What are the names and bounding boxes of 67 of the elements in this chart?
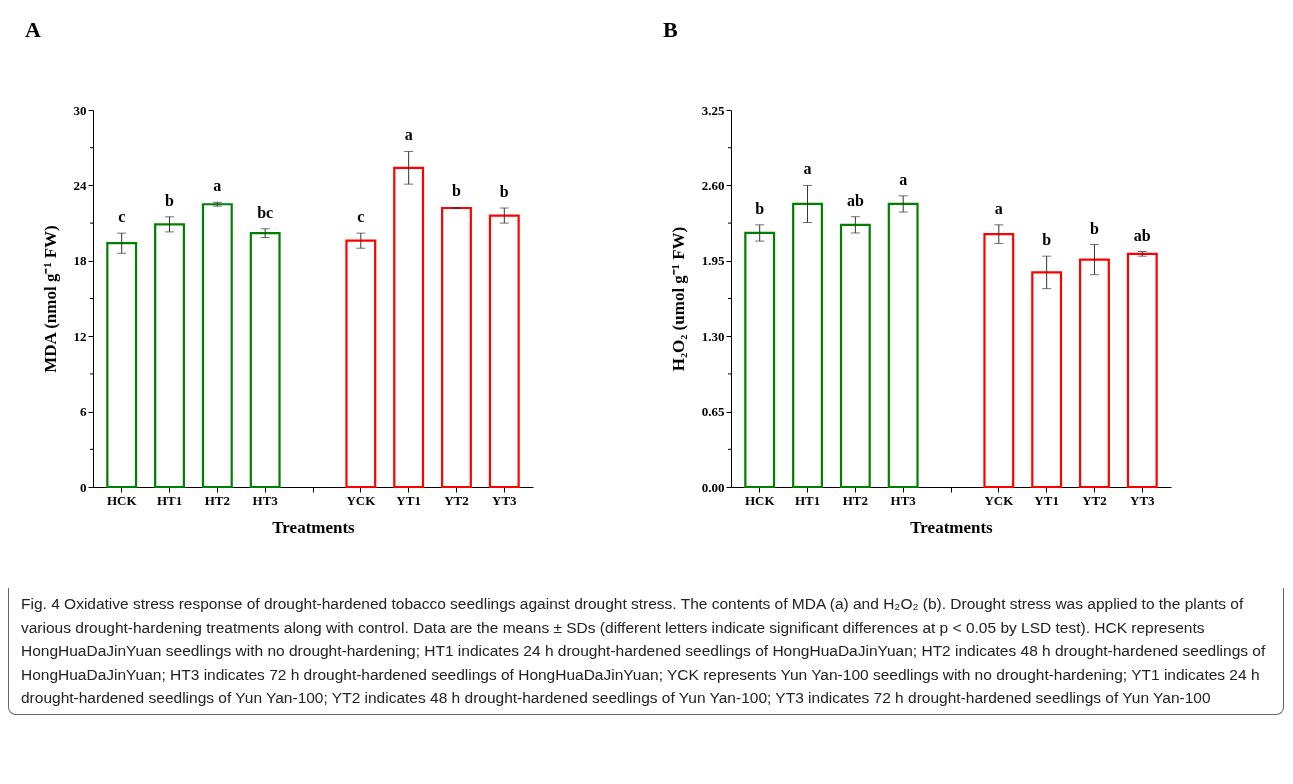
x-axis-title: Treatments xyxy=(272,517,356,537)
annotation: c xyxy=(357,208,365,226)
x-tick-label: HT1 xyxy=(794,492,821,508)
x-tick-label: HT3 xyxy=(252,492,279,508)
annotation: a xyxy=(899,170,908,188)
bar xyxy=(106,242,138,489)
annotation: a xyxy=(213,177,222,195)
x-tick-label: YCK xyxy=(346,492,377,508)
x-tick-label: HCK xyxy=(106,492,138,508)
x-tick-label: YT2 xyxy=(444,492,469,508)
bar xyxy=(744,231,776,489)
x-tick-label: YT2 xyxy=(1082,492,1107,508)
chart-title: B xyxy=(663,17,678,42)
y-tick-label: 0.00 xyxy=(701,479,725,495)
y-axis-title: H₂O₂ (umol g⁻¹ FW) xyxy=(668,226,688,372)
bar xyxy=(1031,271,1063,489)
y-tick-label: 3.25 xyxy=(701,102,725,118)
x-tick-label: YT1 xyxy=(1034,492,1059,508)
annotation: b xyxy=(755,199,765,217)
chart-title: A xyxy=(25,17,41,42)
bar xyxy=(887,202,919,489)
y-tick-label: 1.30 xyxy=(701,328,725,344)
bar xyxy=(249,232,281,489)
y-axis-title: MDA (nmol g⁻¹ FW) xyxy=(40,225,60,373)
x-tick-label: HT2 xyxy=(204,492,230,508)
annotation: b xyxy=(1090,219,1100,237)
y-tick-label: 12 xyxy=(73,328,87,344)
y-tick-label: 30 xyxy=(73,102,87,118)
y-tick-label: 0 xyxy=(80,479,87,495)
annotation: a xyxy=(404,126,413,144)
x-tick-label: HT2 xyxy=(842,492,868,508)
x-tick-label: HT3 xyxy=(890,492,917,508)
bar xyxy=(488,214,520,489)
annotation: a xyxy=(803,160,812,178)
annotation: b xyxy=(499,183,509,201)
y-tick-label: 1.95 xyxy=(701,253,725,269)
bar xyxy=(839,223,871,489)
annotation: b xyxy=(165,191,175,209)
x-tick-label: HCK xyxy=(744,492,776,508)
bar xyxy=(1126,252,1158,489)
annotation: a xyxy=(994,199,1003,217)
y-tick-label: 2.60 xyxy=(701,177,725,193)
bar xyxy=(154,223,185,489)
annotation: ab xyxy=(846,191,864,209)
bar xyxy=(201,203,233,489)
x-tick-label: YT3 xyxy=(1130,492,1156,508)
bar xyxy=(1079,258,1110,489)
y-tick-label: 24 xyxy=(73,177,87,193)
bar xyxy=(792,202,823,489)
annotation: bc xyxy=(257,203,274,221)
y-tick-label: 0.65 xyxy=(701,404,725,420)
x-axis-title: Treatments xyxy=(910,517,994,537)
bar xyxy=(441,206,472,489)
annotation: ab xyxy=(1133,226,1151,244)
caption: Fig. 4 Oxidative stress response of drought-hardened tobacco seedlings against drought stress. The contents of MDA (a) and H₂O₂ (b). Drought stress was applied to the plants of various drought-hardening treatments along with control. Data are the means ± SDs (different letters indicate significant differences at p < 0.05 by LSD test). HCK represents HongHuaDaJinYuan seedlings with no drought-hardening; HT1 indicates 24 h drought-hardened seedlings of HongHuaDaJinYuan; HT2 indicates 48 h drought-hardened seedlings of HongHuaDaJinYuan; HT3 indicates 72 h drought-hardened seedlings of HongHuaDaJinYuan; YCK represents Yun Yan-100 seedlings with no drought-hardening; YT1 indicates 24 h drought-hardened seedlings of Yun Yan-100; YT2 indicates 48 h drought-hardened seedlings of Yun Yan-100; YT3 indicates 72 h drought-hardened seedlings of Yun Yan-100 xyxy=(8,588,1284,715)
x-tick-label: YCK xyxy=(984,492,1015,508)
annotation: c xyxy=(118,208,126,226)
annotation: b xyxy=(1042,231,1052,249)
annotation: b xyxy=(452,182,462,200)
y-tick-label: 18 xyxy=(73,253,87,269)
bar xyxy=(345,239,377,489)
x-tick-label: YT1 xyxy=(396,492,421,508)
x-tick-label: HT1 xyxy=(156,492,183,508)
y-tick-label: 6 xyxy=(80,404,87,420)
x-tick-label: YT3 xyxy=(492,492,518,508)
bar xyxy=(983,233,1015,489)
bar xyxy=(393,166,425,489)
